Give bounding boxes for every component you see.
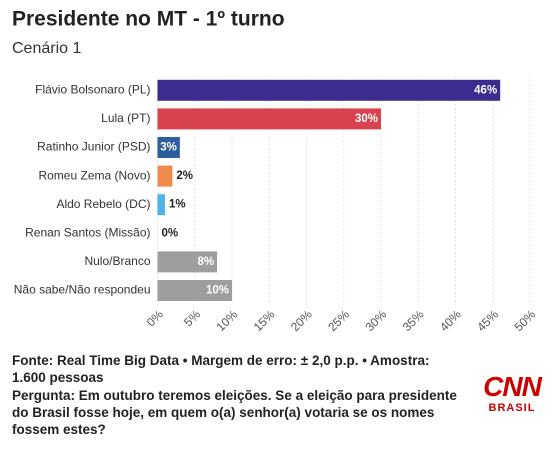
y-tick-label: Não sabe/Não respondeu <box>14 283 151 297</box>
source: Fonte: Real Time Big Data • Margem de er… <box>12 353 430 385</box>
x-tick-label: 20% <box>288 307 315 334</box>
chart: Presidente no MT - 1º turno Cenário 1 0%… <box>12 8 539 335</box>
x-tick-label: 10% <box>213 307 240 334</box>
value-label: 10% <box>206 285 229 297</box>
bar <box>157 194 165 216</box>
bar <box>157 251 218 273</box>
value-label: 46% <box>474 84 497 96</box>
bar <box>157 137 180 158</box>
value-label: 3% <box>160 142 177 154</box>
bar <box>157 165 173 187</box>
value-label: 1% <box>169 199 186 211</box>
y-tick-label: Aldo Rebelo (DC) <box>56 197 150 211</box>
x-tick-label: 40% <box>437 307 464 334</box>
bar <box>157 79 501 101</box>
y-tick-label: Nulo/Branco <box>84 254 150 268</box>
bar <box>157 108 381 130</box>
x-tick-label: 5% <box>181 307 203 329</box>
y-tick-label: Ratinho Junior (PSD) <box>37 140 150 154</box>
value-label: 2% <box>176 170 193 182</box>
y-tick-label: Lula (PT) <box>101 111 150 125</box>
x-tick-label: 25% <box>325 307 352 334</box>
x-tick-label: 50% <box>511 307 538 334</box>
chart-subtitle: Cenário 1 <box>12 40 81 57</box>
logo: CNN BRASIL <box>478 371 546 415</box>
value-label: 8% <box>197 256 214 268</box>
bar <box>157 280 232 301</box>
x-tick-label: 45% <box>474 307 501 334</box>
question: Pergunta: Em outubro teremos eleições. S… <box>12 388 457 437</box>
x-tick-label: 30% <box>362 307 389 334</box>
logo-subtext: BRASIL <box>488 402 536 414</box>
y-tick-label: Romeu Zema (Novo) <box>38 168 150 182</box>
chart-title: Presidente no MT - 1º turno <box>12 8 285 31</box>
x-tick-label: 0% <box>144 307 166 329</box>
y-tick-label: Flávio Bolsonaro (PL) <box>35 82 150 96</box>
y-tick-label: Renan Santos (Missão) <box>25 225 150 239</box>
value-label: 0% <box>162 227 179 239</box>
value-label: 30% <box>355 113 378 125</box>
x-tick-label: 35% <box>400 307 427 334</box>
logo-text: CNN <box>483 371 542 402</box>
x-tick-label: 15% <box>251 307 278 334</box>
